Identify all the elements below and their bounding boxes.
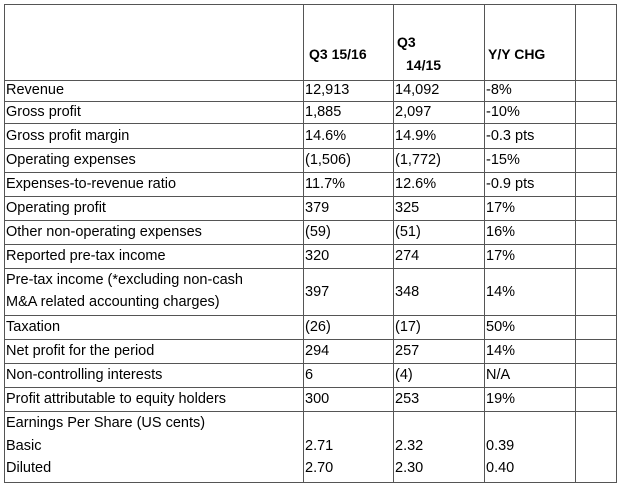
row-change: -0.9 pts [486, 176, 535, 192]
row-label: Revenue [6, 82, 65, 98]
row-change: -0.3 pts [486, 128, 535, 144]
eps-diluted-label: Diluted [6, 460, 52, 476]
header-current-period: Q3 15/16 [309, 46, 367, 62]
row-divider [4, 123, 617, 124]
table-border-left [4, 4, 5, 483]
row-change: 17% [486, 248, 516, 264]
row-label: Gross profit [6, 104, 81, 120]
row-divider [4, 268, 617, 269]
row-current: 12,913 [305, 82, 350, 98]
row-label: Operating expenses [6, 152, 136, 168]
row-divider [4, 339, 617, 340]
eps-diluted-current: 2.70 [305, 460, 334, 476]
row-current: 397 [305, 284, 330, 300]
row-prior: (4) [395, 367, 413, 383]
column-divider [393, 4, 394, 483]
row-divider [4, 148, 617, 149]
row-change: 16% [486, 224, 516, 240]
column-divider [575, 4, 576, 483]
header-change: Y/Y CHG [488, 46, 546, 62]
row-current: (1,506) [305, 152, 351, 168]
row-change: 19% [486, 391, 516, 407]
row-divider [4, 220, 617, 221]
row-current: 11.7% [305, 176, 346, 192]
row-change: 50% [486, 319, 516, 335]
row-label: Gross profit margin [6, 128, 130, 144]
row-divider [4, 411, 617, 412]
row-change: 14% [486, 343, 516, 359]
row-prior: 257 [395, 343, 420, 359]
row-prior: (51) [395, 224, 421, 240]
row-change: -10% [486, 104, 520, 120]
row-divider [4, 315, 617, 316]
row-prior: (1,772) [395, 152, 441, 168]
row-label: Non-controlling interests [6, 367, 163, 383]
eps-basic-label: Basic [6, 438, 42, 454]
row-label: Other non-operating expenses [6, 224, 202, 240]
row-divider [4, 363, 617, 364]
row-change: 14% [486, 284, 516, 300]
row-prior: 12.6% [395, 176, 437, 192]
row-prior: 274 [395, 248, 420, 264]
row-prior: (17) [395, 319, 421, 335]
header-prior-period-line1: Q3 [397, 34, 416, 50]
row-divider [4, 101, 617, 102]
eps-basic-change: 0.39 [486, 438, 515, 454]
row-current: (59) [305, 224, 331, 240]
row-prior: 14,092 [395, 82, 440, 98]
row-divider [4, 172, 617, 173]
eps-title: Earnings Per Share (US cents) [6, 415, 206, 431]
row-current: 320 [305, 248, 330, 264]
row-prior: 14.9% [395, 128, 437, 144]
row-change: -8% [486, 82, 512, 98]
table-border-top [4, 4, 617, 5]
row-prior: 253 [395, 391, 420, 407]
eps-diluted-prior: 2.30 [395, 460, 424, 476]
eps-basic-prior: 2.32 [395, 438, 424, 454]
row-label: Operating profit [6, 200, 106, 216]
row-divider [4, 196, 617, 197]
row-change: 17% [486, 200, 516, 216]
row-label: Profit attributable to equity holders [6, 391, 227, 407]
row-divider [4, 244, 617, 245]
row-prior: 325 [395, 200, 420, 216]
row-current: (26) [305, 319, 331, 335]
row-label: Taxation [6, 319, 61, 335]
row-label: Net profit for the period [6, 343, 155, 359]
row-current: 1,885 [305, 104, 342, 120]
row-current: 14.6% [305, 128, 347, 144]
row-change: -15% [486, 152, 520, 168]
row-current: 300 [305, 391, 330, 407]
row-current: 294 [305, 343, 330, 359]
row-label-line1: Pre-tax income (*excluding non-cash [6, 272, 243, 288]
row-change: N/A [486, 367, 511, 383]
row-current: 379 [305, 200, 330, 216]
row-prior: 348 [395, 284, 420, 300]
header-prior-period-line2: 14/15 [406, 57, 442, 73]
eps-basic-current: 2.71 [305, 438, 334, 454]
row-label: Expenses-to-revenue ratio [6, 176, 177, 192]
row-prior: 2,097 [395, 104, 432, 120]
column-divider [303, 4, 304, 483]
row-divider [4, 80, 617, 81]
column-divider [484, 4, 485, 483]
table-border-bottom [4, 482, 617, 483]
table-border-right [616, 4, 617, 483]
eps-diluted-change: 0.40 [486, 460, 515, 476]
row-current: 6 [305, 367, 314, 383]
row-label: Reported pre-tax income [6, 248, 166, 264]
row-divider [4, 387, 617, 388]
row-label-line2: M&A related accounting charges) [6, 294, 220, 310]
